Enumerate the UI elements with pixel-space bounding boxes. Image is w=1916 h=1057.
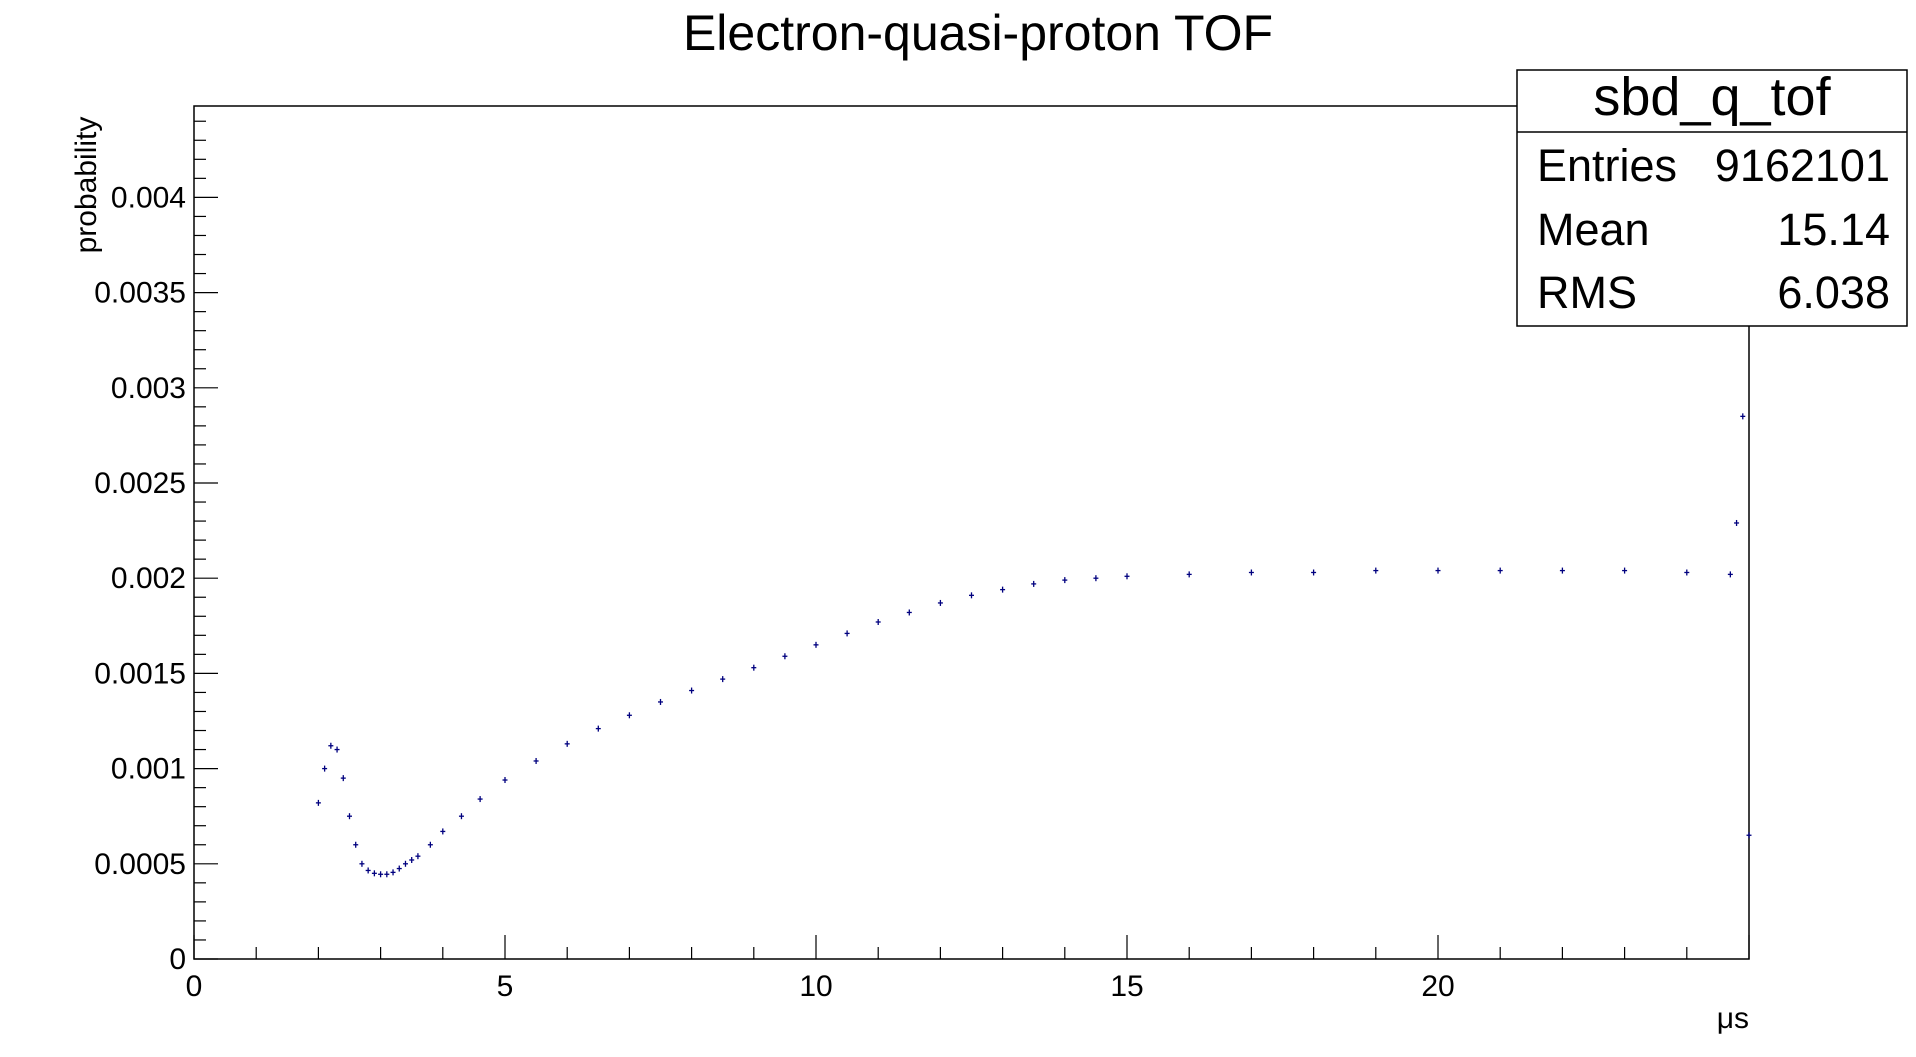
x-tick-label: 5 <box>497 970 514 1003</box>
data-point <box>371 870 377 877</box>
data-point <box>1684 569 1690 576</box>
data-series <box>315 413 1752 878</box>
data-point <box>328 742 334 749</box>
data-point <box>384 871 390 878</box>
y-tick-label: 0 <box>169 943 186 976</box>
data-point <box>1124 573 1130 580</box>
data-point <box>1740 413 1746 420</box>
y-tick-label: 0.0005 <box>94 848 186 881</box>
stats-entries-label: Entries <box>1537 140 1677 191</box>
data-point <box>353 841 359 848</box>
data-point <box>315 799 321 806</box>
y-axis: 0 0.0005 0.001 0.0015 0.002 0.0025 0.003 0.0035… <box>94 120 218 976</box>
data-point <box>402 860 408 867</box>
plot-frame <box>193 105 1750 960</box>
data-point <box>595 725 601 732</box>
x-tick-label: 15 <box>1110 970 1143 1003</box>
data-point <box>1031 580 1037 587</box>
data-point <box>720 676 726 683</box>
stats-box: sbd_q_tof Entries 9162101 Mean 15.14 RMS… <box>1516 67 1908 327</box>
data-point <box>813 641 819 648</box>
y-tick-label: 0.0015 <box>94 657 186 690</box>
stats-rms-value: 6.038 <box>1777 267 1890 318</box>
data-point <box>689 687 695 694</box>
y-tick-label: 0.001 <box>111 753 186 786</box>
chart-title: Electron-quasi-proton TOF <box>683 5 1273 61</box>
data-point <box>906 609 912 616</box>
data-point <box>1373 567 1379 574</box>
data-point <box>1093 575 1099 582</box>
stats-mean-label: Mean <box>1537 204 1650 255</box>
data-point <box>564 740 570 747</box>
data-point <box>477 796 483 803</box>
data-point <box>751 664 757 671</box>
x-tick-label: 10 <box>799 970 832 1003</box>
y-tick-label: 0.002 <box>111 562 186 595</box>
data-point <box>1435 567 1441 574</box>
x-tick-label: 0 <box>186 970 203 1003</box>
y-tick-label: 0.003 <box>111 372 186 405</box>
data-point <box>626 712 632 719</box>
data-point <box>1734 519 1740 526</box>
stats-name: sbd_q_tof <box>1593 67 1831 127</box>
data-point <box>969 592 974 599</box>
x-axis: 0 5 10 15 20 <box>186 935 1750 1003</box>
data-point <box>359 860 365 867</box>
data-point <box>347 813 352 820</box>
data-point <box>875 618 881 625</box>
data-point <box>1311 569 1317 576</box>
data-point <box>502 777 508 784</box>
stats-entries-value: 9162101 <box>1715 140 1890 191</box>
data-point <box>458 813 464 820</box>
data-point <box>415 853 421 860</box>
data-point <box>396 865 402 872</box>
stats-mean-value: 15.14 <box>1777 204 1890 255</box>
data-point <box>334 746 340 753</box>
data-point <box>1248 569 1254 576</box>
data-point <box>1186 571 1192 578</box>
y-tick-label: 0.0035 <box>94 277 186 310</box>
data-point <box>365 867 371 874</box>
y-tick-label: 0.0025 <box>94 467 186 500</box>
data-point <box>378 871 384 878</box>
data-point <box>427 841 433 848</box>
data-point <box>409 856 415 863</box>
data-point <box>533 757 539 764</box>
data-point <box>1000 586 1006 593</box>
data-point <box>322 765 328 772</box>
data-point <box>844 630 850 637</box>
data-point <box>937 599 943 606</box>
data-point <box>1497 567 1503 574</box>
stats-rms-label: RMS <box>1537 267 1637 318</box>
data-point <box>390 869 396 876</box>
x-tick-label: 20 <box>1421 970 1454 1003</box>
y-tick-label: 0.004 <box>111 181 186 214</box>
data-point <box>1622 567 1628 574</box>
data-point <box>440 828 446 835</box>
data-point <box>782 653 788 660</box>
data-point <box>1727 571 1733 578</box>
data-point <box>340 775 346 782</box>
x-axis-label: μs <box>1717 1002 1749 1035</box>
data-point <box>1062 577 1068 584</box>
y-axis-label: probability <box>70 117 103 254</box>
data-point <box>1559 567 1565 574</box>
data-point <box>1746 832 1752 839</box>
data-point <box>658 698 663 705</box>
